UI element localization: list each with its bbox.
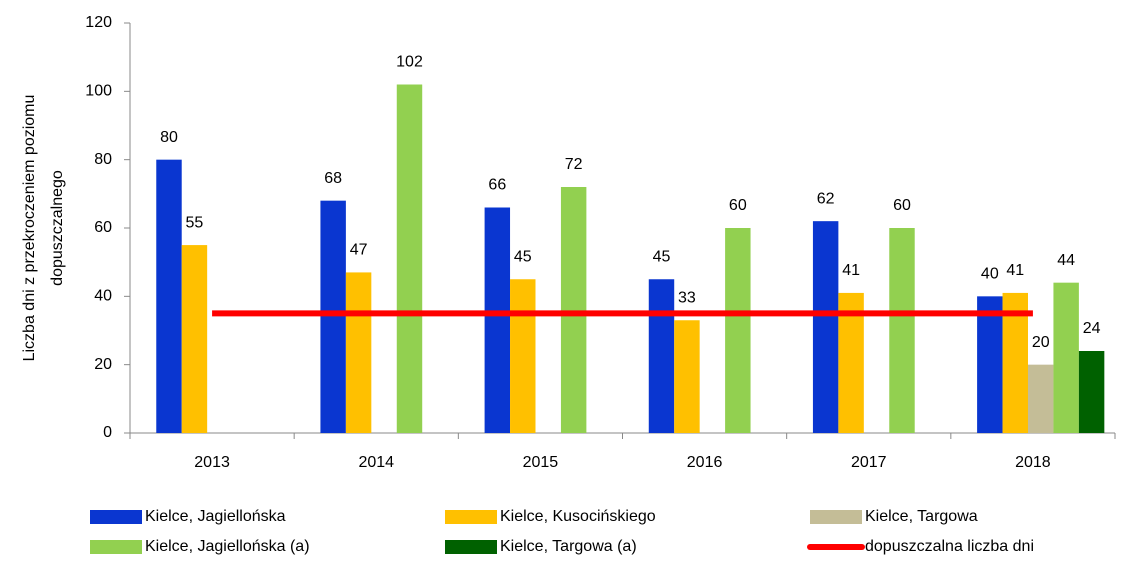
bar bbox=[648, 279, 675, 433]
y-axis-title: Liczba dni z przekroczeniem poziomu dopu… bbox=[21, 95, 66, 362]
x-tick-label: 2017 bbox=[851, 454, 887, 471]
data-label: 62 bbox=[817, 190, 835, 207]
data-label: 24 bbox=[1083, 320, 1101, 337]
data-label: 40 bbox=[981, 266, 999, 283]
data-label: 66 bbox=[488, 177, 506, 194]
bar bbox=[725, 228, 751, 433]
y-tick-label: 80 bbox=[94, 151, 112, 168]
y-tick-label: 120 bbox=[85, 14, 112, 31]
data-label: 33 bbox=[678, 289, 696, 306]
legend-label: dopuszczalna liczba dni bbox=[865, 538, 1034, 555]
data-label: 60 bbox=[729, 197, 747, 214]
data-label: 102 bbox=[396, 54, 423, 71]
bar bbox=[674, 320, 700, 433]
legend-swatch bbox=[90, 510, 142, 524]
data-label: 68 bbox=[324, 170, 342, 187]
x-tick-label: 2018 bbox=[1015, 454, 1051, 471]
data-label: 72 bbox=[565, 156, 583, 173]
bar bbox=[889, 228, 915, 433]
y-tick-label: 20 bbox=[94, 356, 112, 373]
legend-swatch bbox=[445, 540, 497, 554]
bar bbox=[156, 159, 182, 433]
x-tick-label: 2013 bbox=[194, 454, 230, 471]
legend-label: Kielce, Jagiellońska (a) bbox=[145, 538, 310, 555]
bar bbox=[510, 279, 536, 433]
y-axis-title-line: Liczba dni z przekroczeniem poziomu bbox=[21, 95, 38, 362]
data-label: 60 bbox=[893, 197, 911, 214]
bar bbox=[1027, 364, 1054, 433]
bar bbox=[345, 272, 372, 433]
data-label: 45 bbox=[653, 248, 671, 265]
legend-label: Kielce, Targowa (a) bbox=[500, 538, 637, 555]
y-tick-label: 60 bbox=[94, 219, 112, 236]
legend-label: Kielce, Targowa bbox=[865, 508, 978, 525]
data-label: 41 bbox=[842, 262, 860, 279]
y-tick-label: 40 bbox=[94, 288, 112, 305]
data-label: 80 bbox=[160, 129, 178, 146]
y-tick-label: 0 bbox=[103, 424, 112, 441]
bar bbox=[812, 221, 839, 433]
legend-swatch bbox=[90, 540, 142, 554]
bar bbox=[181, 245, 208, 433]
data-label: 47 bbox=[350, 242, 368, 259]
legend-swatch bbox=[445, 510, 497, 524]
bar bbox=[560, 187, 587, 433]
y-tick-label: 100 bbox=[85, 83, 112, 100]
x-tick-label: 2016 bbox=[687, 454, 723, 471]
data-label: 45 bbox=[514, 248, 532, 265]
bar bbox=[977, 296, 1003, 433]
data-label: 20 bbox=[1032, 334, 1050, 351]
x-tick-label: 2015 bbox=[523, 454, 559, 471]
bar bbox=[484, 207, 511, 433]
data-label: 41 bbox=[1006, 262, 1024, 279]
data-label: 44 bbox=[1057, 252, 1075, 269]
legend-label: Kielce, Jagiellońska bbox=[145, 508, 286, 525]
data-label: 55 bbox=[186, 214, 204, 231]
x-tick-label: 2014 bbox=[358, 454, 394, 471]
bar bbox=[1078, 351, 1105, 433]
legend-swatch bbox=[810, 510, 862, 524]
bar bbox=[396, 84, 423, 433]
y-axis-title-line: dopuszczalnego bbox=[49, 170, 66, 286]
bar bbox=[320, 200, 346, 433]
legend-label: Kielce, Kusocińskiego bbox=[500, 508, 656, 525]
bar bbox=[1053, 282, 1079, 433]
